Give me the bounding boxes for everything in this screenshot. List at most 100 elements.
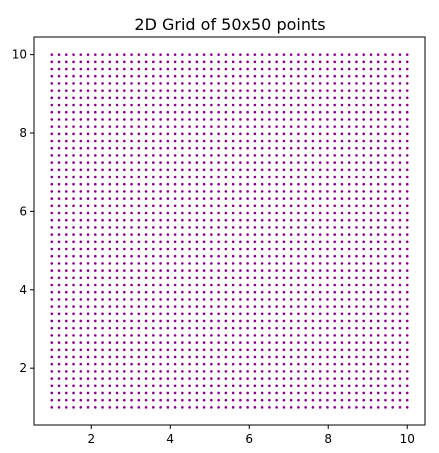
scatter-point [239,276,242,280]
scatter-point [123,384,126,388]
scatter-point [297,190,300,193]
scatter-point [224,406,228,409]
scatter-point [311,53,315,56]
scatter-point [311,125,315,128]
scatter-point [210,67,213,71]
scatter-point [188,168,191,172]
scatter-point [318,132,322,136]
scatter-point [369,298,373,301]
scatter-point [347,355,351,359]
scatter-point [224,82,228,85]
scatter-point [275,233,278,236]
scatter-point [152,197,155,200]
scatter-point [123,298,126,301]
scatter-point [391,276,395,280]
scatter-point [398,348,402,352]
scatter-point [72,319,75,323]
scatter-point [260,362,264,366]
scatter-point [347,197,351,200]
scatter-point [202,406,206,409]
scatter-point [195,298,199,301]
scatter-point [384,161,387,164]
scatter-point [64,161,68,164]
scatter-point [72,139,75,143]
scatter-point [123,218,126,222]
scatter-point [398,161,402,164]
scatter-point [282,355,286,359]
scatter-point [166,211,170,215]
scatter-point [144,211,148,215]
scatter-point [217,233,220,236]
scatter-point [188,283,191,287]
scatter-point [311,262,315,265]
scatter-point [173,182,177,186]
scatter-point [405,154,409,157]
scatter-point [50,334,54,337]
scatter-point [210,370,213,373]
scatter-point [159,240,162,244]
scatter-point [57,312,61,316]
scatter-point [231,319,235,323]
scatter-point [166,53,170,56]
scatter-point [384,197,387,200]
scatter-point [355,125,358,128]
scatter-point [57,125,61,128]
scatter-point [137,175,141,179]
scatter-point [86,355,90,359]
scatter-point [355,197,358,200]
scatter-point [253,406,257,409]
scatter-point [137,355,141,359]
scatter-point [173,326,177,330]
scatter-point [260,262,264,265]
scatter-point [144,406,148,409]
scatter-point [50,276,54,280]
scatter-point [318,53,322,56]
scatter-point [282,348,286,352]
scatter-point [376,233,380,236]
scatter-point [166,384,170,388]
scatter-point [376,154,380,157]
scatter-point [144,298,148,301]
scatter-point [398,305,402,308]
scatter-point [326,60,329,64]
scatter-point [123,139,126,143]
scatter-point [347,67,351,71]
scatter-point [79,355,83,359]
scatter-point [137,276,141,280]
scatter-point [202,118,206,121]
scatter-point [173,161,177,164]
scatter-point [72,96,75,100]
scatter-point [50,60,54,64]
scatter-point [260,204,264,208]
scatter-point [355,154,358,157]
scatter-point [405,305,409,308]
scatter-point [188,341,191,344]
scatter-point [130,132,133,136]
scatter-point [369,247,373,251]
scatter-point [297,254,300,258]
scatter-point [318,197,322,200]
scatter-point [340,197,344,200]
scatter-point [398,211,402,215]
scatter-point [195,247,199,251]
scatter-point [202,384,206,388]
scatter-point [152,74,155,78]
scatter-point [86,269,90,272]
scatter-point [289,406,293,409]
scatter-point [50,391,54,395]
scatter-point [173,60,177,64]
scatter-point [340,226,344,229]
scatter-point [311,334,315,337]
scatter-point [275,74,278,78]
scatter-point [355,262,358,265]
scatter-point [376,168,380,172]
scatter-point [210,197,213,200]
scatter-point [333,305,336,308]
scatter-point [152,125,155,128]
scatter-point [268,82,271,85]
scatter-point [188,139,191,143]
scatter-point [166,82,170,85]
scatter-point [166,226,170,229]
scatter-point [123,161,126,164]
scatter-point [326,89,329,92]
